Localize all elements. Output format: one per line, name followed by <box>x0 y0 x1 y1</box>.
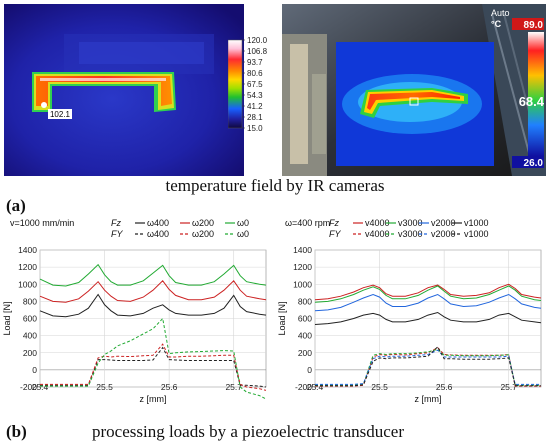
ir-thermal-image-left: 102.1 <box>4 4 244 176</box>
scale-tick-label: 80.6 <box>247 69 263 78</box>
x-tick-label: 25.5 <box>371 382 388 392</box>
y-tick-label: 400 <box>23 331 37 341</box>
load-chart-left: v=1000 mm/min Fz ω400 ω200 ω0 FY ω400 ω200 ω0 -20… <box>2 218 267 404</box>
x-axis-label: z [mm] <box>415 394 442 404</box>
y-tick-label: 1000 <box>293 279 312 289</box>
y-tick-label: 1200 <box>18 262 37 272</box>
series-line <box>39 280 267 303</box>
x-tick-label: 25.4 <box>32 382 49 392</box>
y-tick-label: 0 <box>307 365 312 375</box>
ir-thermal-image-right: Auto °C 89.0 68.4 26.0 <box>282 4 546 176</box>
series-line <box>314 283 542 301</box>
chart-title: ω=400 rpm <box>285 218 330 228</box>
legend-label: v4000 <box>365 229 390 239</box>
ir-max-value: 89.0 <box>524 20 544 31</box>
y-tick-label: 200 <box>298 348 312 358</box>
legend-label: v4000 <box>365 218 390 228</box>
series-line <box>314 293 542 312</box>
legend-prefix: FY <box>329 229 341 239</box>
scale-tick-label: 54.3 <box>247 91 263 100</box>
y-tick-label: 400 <box>298 331 312 341</box>
x-tick-label: 25.6 <box>161 382 178 392</box>
scale-tick-label: 93.7 <box>247 58 263 67</box>
y-tick-label: -200 <box>295 382 312 392</box>
ir-mode-label: Auto <box>491 8 510 18</box>
series-line <box>39 293 267 318</box>
legend-label: ω0 <box>237 229 249 239</box>
panel-label-b: (b) <box>6 422 27 441</box>
legend-prefix: Fz <box>329 218 339 228</box>
y-tick-label: 1200 <box>293 262 312 272</box>
caption-b: processing loads by a piezoelectric tran… <box>92 422 405 441</box>
y-tick-label: 600 <box>23 314 37 324</box>
y-tick-label: 1000 <box>18 279 37 289</box>
scale-tick-label: 106.8 <box>247 47 268 56</box>
x-tick-label: 25.6 <box>436 382 453 392</box>
legend-label: v1000 <box>464 218 489 228</box>
legend-label: ω400 <box>147 218 169 228</box>
series-line <box>314 311 542 325</box>
scale-tick-label: 120.0 <box>247 36 268 45</box>
x-tick-label: 25.7 <box>500 382 517 392</box>
y-tick-label: 1400 <box>18 245 37 255</box>
ir-reading-value: 68.4 <box>519 94 545 109</box>
series-line <box>314 285 542 303</box>
ir-colour-scale-left: 120.0 106.8 93.7 80.6 67.5 54.3 41.2 28.1 15.0 <box>228 36 268 132</box>
legend-label: v3000 <box>398 229 423 239</box>
y-tick-label: 800 <box>298 296 312 306</box>
series-line <box>39 263 267 287</box>
legend-label: v2000 <box>431 218 456 228</box>
legend-label: v2000 <box>431 229 456 239</box>
legend-label: v3000 <box>398 218 423 228</box>
legend-label: ω200 <box>192 229 214 239</box>
legend-prefix: FY <box>111 229 123 239</box>
x-tick-label: 25.4 <box>307 382 324 392</box>
y-tick-label: -200 <box>20 382 37 392</box>
x-tick-label: 25.5 <box>96 382 113 392</box>
legend-label: v1000 <box>464 229 489 239</box>
y-tick-label: 800 <box>23 296 37 306</box>
y-tick-label: 200 <box>23 348 37 358</box>
y-axis-label: Load [N] <box>277 301 287 335</box>
y-axis-label: Load [N] <box>2 301 12 335</box>
legend-label: ω400 <box>147 229 169 239</box>
chart-title: v=1000 mm/min <box>10 218 74 228</box>
series-line <box>40 346 267 388</box>
ir-min-value: 26.0 <box>524 158 544 169</box>
ir-spot-label: 102.1 <box>50 110 71 119</box>
y-tick-label: 0 <box>32 365 37 375</box>
panel-label-a: (a) <box>6 196 26 215</box>
scale-tick-label: 28.1 <box>247 113 263 122</box>
legend-prefix: Fz <box>111 218 121 228</box>
legend-label: ω0 <box>237 218 249 228</box>
caption-a: temperature field by IR cameras <box>165 176 385 195</box>
legend-label: ω200 <box>192 218 214 228</box>
series-line <box>315 345 541 387</box>
scale-tick-label: 41.2 <box>247 102 263 111</box>
series-line <box>40 317 267 400</box>
ir-unit-label: °C <box>491 19 502 29</box>
y-tick-label: 600 <box>298 314 312 324</box>
series-line <box>315 349 541 385</box>
x-axis-label: z [mm] <box>140 394 167 404</box>
scale-tick-label: 67.5 <box>247 80 263 89</box>
scale-tick-label: 15.0 <box>247 124 263 132</box>
series-line <box>40 343 267 391</box>
x-tick-label: 25.7 <box>225 382 242 392</box>
y-tick-label: 1400 <box>293 245 312 255</box>
